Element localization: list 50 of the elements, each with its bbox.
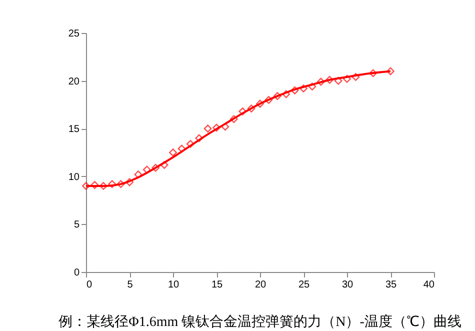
y-tick-label: 25	[68, 28, 80, 40]
x-tick-label: 35	[385, 280, 397, 290]
point	[343, 74, 351, 83]
point	[369, 69, 378, 78]
point	[178, 144, 186, 153]
x-tick-label: 10	[168, 280, 180, 290]
point	[238, 107, 247, 116]
point	[186, 140, 194, 148]
point	[247, 104, 256, 112]
point	[352, 73, 360, 81]
point	[99, 182, 108, 190]
y-tick-label: 15	[68, 124, 80, 136]
point	[90, 181, 99, 189]
point	[273, 92, 282, 100]
point	[116, 180, 125, 188]
y-tick-label: 10	[68, 172, 80, 183]
point	[300, 84, 308, 92]
x-tick-label: 0	[86, 280, 92, 290]
point	[169, 148, 177, 156]
point	[142, 166, 151, 174]
point	[326, 76, 334, 84]
point	[195, 134, 204, 142]
point	[386, 67, 394, 76]
point	[204, 124, 212, 133]
point	[290, 86, 299, 94]
x-tick-label: 30	[342, 280, 354, 290]
point	[308, 82, 316, 90]
point	[152, 164, 160, 172]
x-tick-label: 40	[423, 280, 435, 290]
point	[230, 115, 238, 123]
point	[256, 100, 264, 108]
x-tick-label: 5	[127, 280, 134, 290]
x-tick-label: 25	[298, 280, 310, 290]
text: 例：某线径Φ1.6mm 镍钛合金温控弹簧的力（N）-温度（℃）曲线	[58, 314, 462, 330]
point	[316, 78, 325, 86]
point	[221, 122, 230, 131]
x-tick-label: 15	[211, 280, 223, 290]
point	[108, 180, 116, 188]
y-tick-label: 0	[74, 268, 80, 278]
point	[212, 124, 220, 132]
x-tick-label: 20	[254, 280, 266, 290]
point	[160, 160, 168, 169]
point	[82, 182, 90, 190]
y-tick-label: 20	[68, 76, 80, 88]
point	[126, 178, 134, 186]
point	[264, 96, 273, 104]
point	[334, 76, 342, 85]
point	[282, 90, 290, 98]
point	[134, 170, 142, 178]
y-tick-label: 5	[74, 220, 80, 231]
